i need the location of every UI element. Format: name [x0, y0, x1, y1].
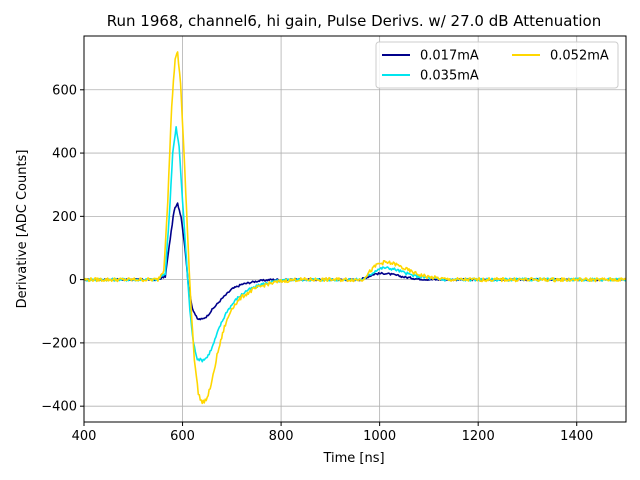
axis-ticks: 400 600 800 1000 1200 1400 −400 −200 0 200 400 600: [41, 83, 593, 444]
y-tick-label: 400: [52, 147, 77, 162]
series-line: [83, 202, 627, 321]
grid: [83, 36, 626, 422]
legend-label: 0.017mA: [420, 49, 479, 64]
x-tick-label: 800: [269, 429, 294, 444]
x-tick-label: 600: [170, 429, 195, 444]
series-line: [83, 51, 627, 405]
y-tick-label: 200: [52, 210, 77, 225]
legend: 0.017mA 0.035mA 0.052mA: [375, 41, 619, 89]
legend-label: 0.035mA: [420, 69, 479, 84]
plot-frame: [83, 35, 627, 423]
y-tick-label: 600: [52, 83, 77, 98]
x-tick-label: 1000: [363, 429, 396, 444]
y-tick-label: −400: [41, 400, 77, 415]
x-axis-label: Time [ns]: [322, 451, 384, 466]
y-tick-label: −200: [41, 336, 77, 351]
series-layer: [83, 51, 627, 405]
legend-box: [375, 41, 619, 89]
y-axis-label: Derivative [ADC Counts]: [15, 150, 30, 309]
x-tick-label: 400: [72, 429, 97, 444]
legend-label: 0.052mA: [550, 49, 609, 64]
y-tick-label: 0: [69, 273, 77, 288]
x-tick-label: 1400: [560, 429, 593, 444]
x-tick-label: 1200: [462, 429, 495, 444]
chart-title: Run 1968, channel6, hi gain, Pulse Deriv…: [107, 12, 601, 30]
